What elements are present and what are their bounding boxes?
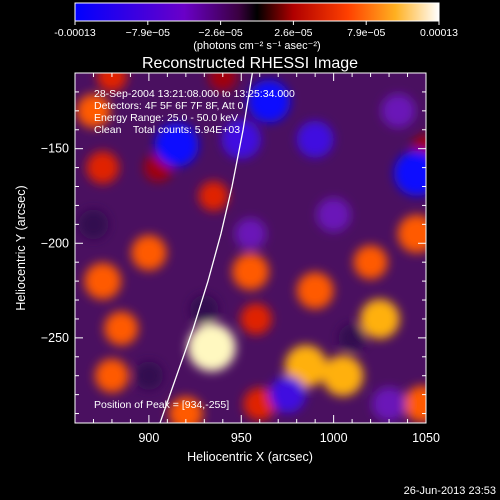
heatmap-blob [247, 80, 291, 123]
heatmap-blob [296, 272, 334, 309]
heatmap-blob [360, 299, 400, 339]
heatmap-blob [190, 295, 219, 324]
heatmap-blob [403, 385, 426, 423]
colorbar-unit: (photons cm⁻² s⁻¹ asec⁻²) [193, 40, 320, 52]
heatmap-blob [76, 93, 111, 128]
heatmap-blob [134, 361, 164, 390]
heatmap-blob [208, 73, 237, 91]
y-tick-label: −150 [41, 142, 69, 156]
peak-position-text: Position of Peak = [934,-255] [94, 399, 229, 411]
heatmap-blob [381, 93, 416, 128]
plot-area: 900 950 1000 1050 −150 −200 −250 28-Sep-2004 1… [41, 72, 440, 445]
colorbar-tick-label: 7.9e−05 [347, 27, 385, 39]
y-axis-label: Heliocentric Y (arcsec) [14, 185, 28, 310]
heatmap-blob [131, 235, 167, 271]
heatmap-blob [284, 345, 328, 388]
footer-date: 26-Jun-2013 23:53 [404, 485, 496, 497]
colorbar-tick-label: −7.9e−05 [126, 27, 171, 39]
heatmap-blob [394, 150, 426, 196]
colorbar-tick-label: 2.6e−05 [274, 27, 312, 39]
info-line-clean: Clean Total counts: 5.94E+03 [94, 124, 240, 136]
colorbar-tick-label: −2.6e−05 [198, 27, 243, 39]
heatmap-blob [338, 324, 366, 352]
info-box: 28-Sep-2004 13:21:08.000 to 13:25:34.000… [94, 88, 295, 136]
heatmap-blob [240, 303, 272, 335]
x-tick-label: 950 [231, 431, 252, 445]
info-line-time: 28-Sep-2004 13:21:08.000 to 13:25:34.000 [94, 88, 295, 100]
info-line-energy: Energy Range: 25.0 - 50.0 keV [94, 112, 238, 124]
plot-frame [74, 72, 427, 424]
colorbar-gradient [74, 2, 440, 22]
heatmap-blob [269, 376, 306, 414]
heatmap-blob [78, 209, 109, 240]
heatmap-blob [198, 181, 229, 211]
heatmap-blob [322, 355, 364, 397]
heatmap-blob [97, 73, 127, 92]
chart-title: Reconstructed RHESSI Image [142, 55, 358, 72]
heatmap-blob [187, 323, 236, 372]
heatmap-blob [397, 214, 426, 253]
heatmap-blob [232, 253, 269, 291]
heatmap-blob [296, 120, 334, 158]
heatmap-blob [86, 151, 120, 184]
colorbar-tick-label: -0.00013 [54, 27, 96, 39]
x-axis-label: Heliocentric X (arcsec) [187, 450, 313, 464]
heatmap-blob [234, 218, 267, 250]
heatmap-layer [76, 73, 426, 423]
axis-ticks: 900 950 1000 1050 −150 −200 −250 [41, 72, 440, 445]
y-tick-label: −250 [41, 331, 69, 345]
heatmap-blob [353, 245, 388, 280]
colorbar-ticks: -0.00013 −7.9e−05 −2.6e−05 2.6e−05 7.9e−05 0.… [54, 21, 458, 39]
x-tick-label: 900 [138, 431, 159, 445]
heatmap-blob [94, 358, 129, 393]
heatmap-blob [104, 311, 139, 346]
colorbar: -0.00013 −7.9e−05 −2.6e−05 2.6e−05 7.9e−05 0.… [54, 2, 458, 52]
x-tick-label: 1000 [320, 431, 348, 445]
heatmap-blob [168, 396, 203, 423]
heatmap-blob [316, 197, 351, 232]
heatmap-blob [154, 122, 199, 167]
heatmap-blob [84, 262, 122, 300]
solar-limb-curve [159, 73, 253, 423]
info-line-detectors: Detectors: 4F 5F 6F 7F 8F, Att 0 [94, 100, 244, 112]
colorbar-tick-label: 0.00013 [420, 27, 458, 39]
heatmap-blob [243, 387, 277, 421]
x-tick-label: 1050 [412, 431, 440, 445]
heatmap-blob [372, 387, 407, 422]
y-tick-label: −200 [41, 236, 69, 250]
